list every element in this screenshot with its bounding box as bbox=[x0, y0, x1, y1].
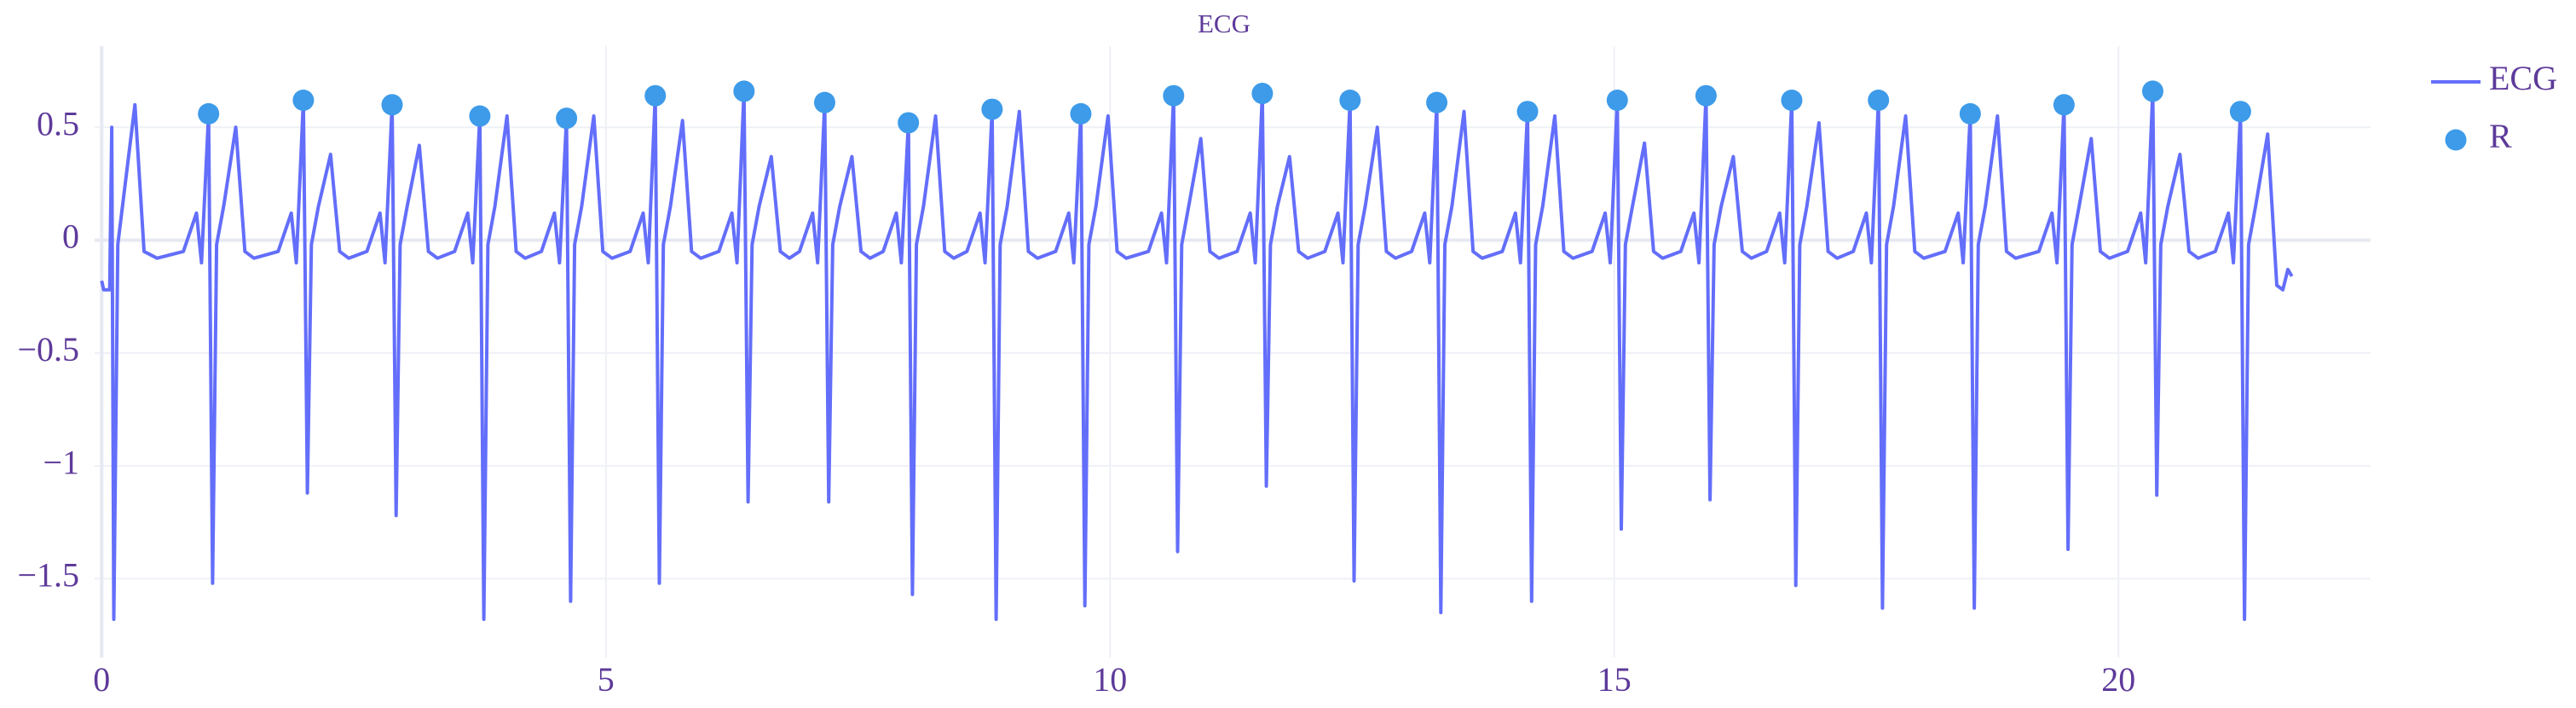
y-tick-label: 0 bbox=[62, 218, 79, 256]
r-peak-marker bbox=[1516, 101, 1539, 123]
x-tick-label: 0 bbox=[93, 660, 110, 699]
legend-label: ECG bbox=[2489, 59, 2557, 97]
x-tick-label: 15 bbox=[1597, 660, 1632, 699]
y-tick-label: −0.5 bbox=[17, 330, 79, 369]
r-peak-marker bbox=[556, 107, 578, 130]
y-tick-label: −1 bbox=[43, 443, 79, 481]
r-peak-marker bbox=[1163, 84, 1185, 107]
r-peak-marker bbox=[198, 102, 220, 125]
r-peak-marker bbox=[644, 84, 667, 107]
r-peak-marker bbox=[2141, 80, 2163, 102]
legend-label: R bbox=[2489, 117, 2512, 155]
r-peak-marker bbox=[733, 80, 755, 102]
y-tick-label: 0.5 bbox=[37, 104, 79, 142]
r-peak-marker bbox=[1251, 83, 1274, 105]
r-peak-marker bbox=[898, 112, 920, 134]
y-tick-label: −1.5 bbox=[17, 556, 79, 595]
r-peak-marker bbox=[2229, 101, 2251, 123]
x-tick-label: 10 bbox=[1093, 660, 1127, 699]
legend-marker bbox=[2445, 129, 2467, 151]
r-peak-marker bbox=[1781, 89, 1803, 111]
r-peak-marker bbox=[981, 98, 1003, 120]
x-tick-label: 20 bbox=[2101, 660, 2135, 699]
x-tick-label: 5 bbox=[598, 660, 615, 699]
r-peak-marker bbox=[1606, 89, 1628, 111]
r-peak-marker bbox=[1695, 84, 1717, 107]
r-peak-marker bbox=[1070, 102, 1092, 125]
r-peak-marker bbox=[1426, 91, 1448, 113]
r-peak-marker bbox=[1339, 89, 1361, 111]
r-peak-marker bbox=[292, 89, 315, 111]
r-peak-marker bbox=[381, 94, 403, 116]
r-peak-marker bbox=[813, 91, 835, 113]
r-peak-marker bbox=[469, 105, 491, 127]
r-peak-marker bbox=[2053, 94, 2075, 116]
ecg-line bbox=[100, 89, 2294, 621]
r-peak-marker bbox=[1959, 102, 1981, 125]
grid bbox=[95, 46, 2371, 658]
r-peak-marker bbox=[1868, 89, 1890, 111]
chart-title: ECG bbox=[1198, 9, 1250, 38]
